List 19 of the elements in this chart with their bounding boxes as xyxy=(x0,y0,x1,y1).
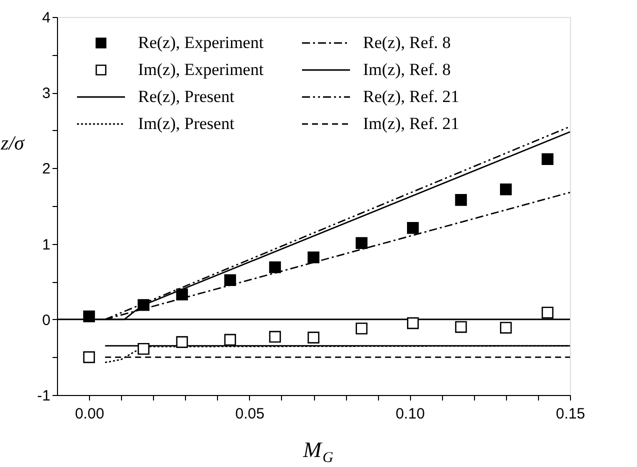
legend-label: Re(z), Ref. 8 xyxy=(363,33,451,52)
legend-label: Im(z), Ref. 21 xyxy=(363,114,460,133)
y-tick-label: 1 xyxy=(42,236,50,254)
x-tick-label: 0.05 xyxy=(235,406,264,422)
legend-label: Im(z), Experiment xyxy=(138,60,264,79)
x-tick-label: 0.10 xyxy=(396,406,425,422)
legend-label: Im(z), Ref. 8 xyxy=(363,60,451,79)
x-tick-label: 0.00 xyxy=(74,406,104,422)
legend-label: Re(z), Present xyxy=(138,87,235,106)
y-tick-label: 4 xyxy=(42,10,50,26)
legend-label: Im(z), Present xyxy=(138,114,235,133)
y-tick-label: 2 xyxy=(42,160,50,178)
y-tick-label: 3 xyxy=(42,85,50,102)
legend-label: Re(z), Ref. 21 xyxy=(363,87,460,106)
y-tick-label: -1 xyxy=(37,388,50,404)
x-tick-label: 0.15 xyxy=(556,406,586,422)
y-tick-label: 0 xyxy=(42,312,50,329)
y-axis-title: z/σ xyxy=(0,132,26,155)
legend-label: Re(z), Experiment xyxy=(138,33,264,52)
